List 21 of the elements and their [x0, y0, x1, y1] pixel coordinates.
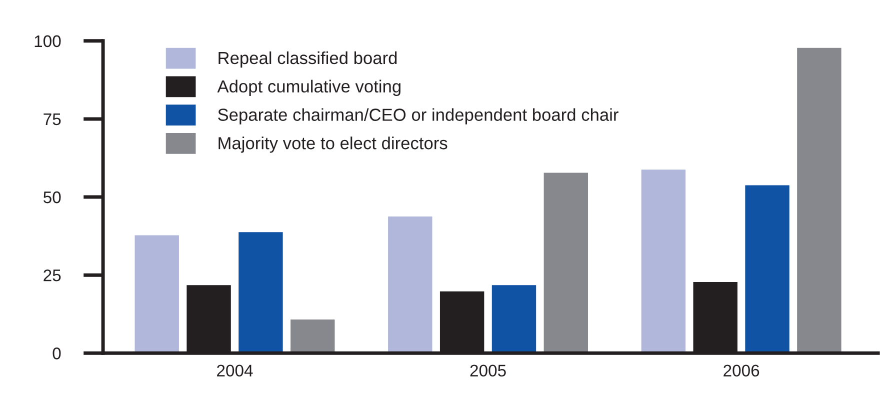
legend-label: Repeal classified board: [218, 51, 397, 68]
x-tick-label: 2004: [217, 364, 253, 377]
bar: [490, 284, 538, 354]
y-tick-label: 75: [44, 114, 61, 126]
legend-label: Separate chairman/CEO or independent board chair: [218, 108, 618, 124]
legend-label: Adopt cumulative voting: [217, 80, 400, 96]
y-tick-label: 50: [44, 191, 61, 204]
bar: [744, 184, 791, 354]
bar: [542, 171, 590, 354]
bar: [640, 168, 687, 354]
bar: [133, 234, 180, 354]
y-tick-label: 25: [44, 269, 61, 282]
bar: [386, 215, 434, 354]
bar: [237, 230, 284, 354]
bar: [289, 318, 336, 354]
y-tick-label: 0: [52, 348, 61, 360]
x-tick-label: 2005: [470, 364, 506, 377]
x-tick-label: 2006: [724, 364, 760, 377]
legend-label: Majority vote to elect directors: [218, 136, 448, 153]
bar: [796, 46, 843, 354]
y-tick-label: 100: [34, 35, 61, 48]
